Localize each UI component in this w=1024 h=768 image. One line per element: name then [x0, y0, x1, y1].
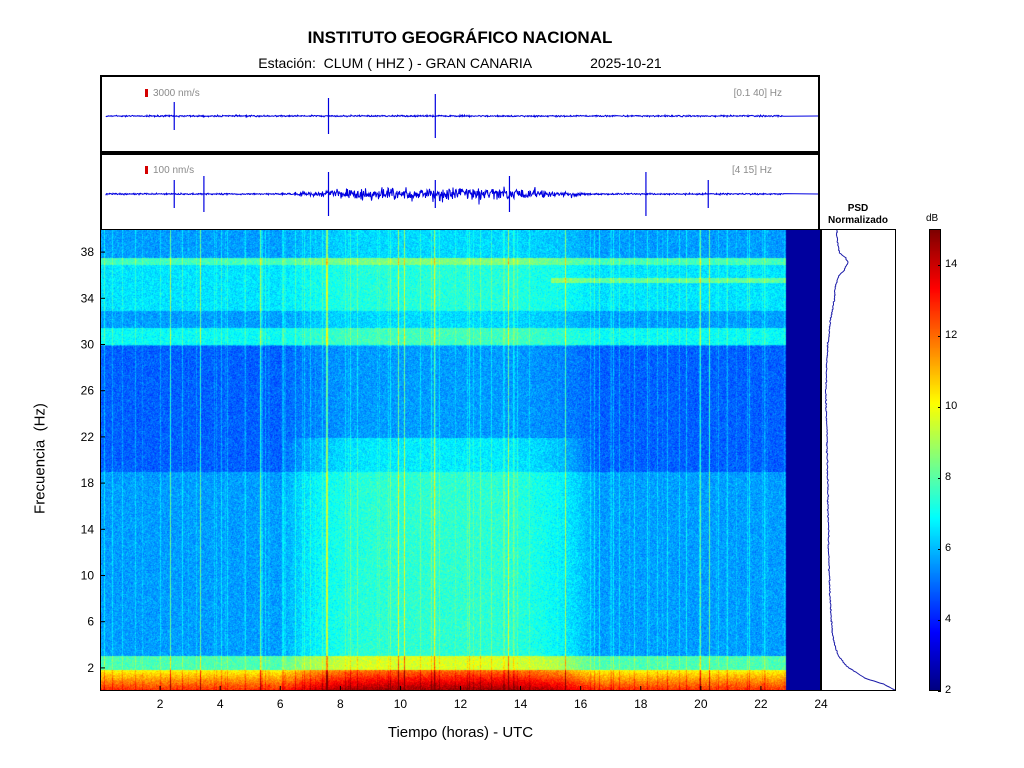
- scale-label: 100 nm/s: [153, 165, 195, 176]
- station-name: CLUM ( HHZ ) - GRAN CANARIA: [323, 55, 533, 71]
- colorbar-tick-mark: [938, 406, 941, 408]
- psd-title-line1: PSD: [847, 203, 869, 214]
- x-tick-label: 16: [574, 697, 588, 711]
- waveform-broadband-plot: [105, 94, 818, 138]
- psd-title-line2: Normalizado: [827, 215, 888, 226]
- y-tick-label: 22: [81, 430, 95, 444]
- colorbar-tick-label: 4: [945, 612, 952, 625]
- psd-panel: [821, 229, 896, 691]
- x-tick-label: 8: [337, 697, 344, 711]
- y-tick-label: 6: [87, 615, 94, 629]
- colorbar-tick-label: 6: [945, 541, 952, 554]
- y-axis-label: Frecuencia (Hz): [31, 403, 49, 514]
- y-tick-label: 26: [81, 384, 95, 398]
- chart-subtitle: Estación: CLUM ( HHZ ) - GRAN CANARIA 202…: [0, 55, 920, 71]
- spectrogram: [100, 229, 821, 691]
- colorbar-tick-label: 10: [945, 399, 958, 412]
- x-tick-label: 24: [814, 697, 828, 711]
- x-tick-label: 6: [277, 697, 284, 711]
- x-tick-label: 22: [754, 697, 768, 711]
- colorbar-gradient: [930, 230, 940, 690]
- x-tick-label: 18: [634, 697, 648, 711]
- colorbar-tick-mark: [938, 477, 941, 479]
- y-tick-label: 10: [81, 569, 95, 583]
- waveform-trace: [105, 113, 818, 119]
- colorbar-tick-label: 12: [945, 328, 958, 341]
- psd-plot: [825, 230, 895, 690]
- y-tick-label: 34: [81, 291, 95, 305]
- x-tick-label: 4: [217, 697, 224, 711]
- colorbar-tick-mark: [938, 335, 941, 337]
- psd-line: [825, 230, 895, 690]
- colorbar-label: dB: [926, 213, 939, 224]
- colorbar-tick-mark: [938, 619, 941, 621]
- scale-mark: [145, 89, 148, 97]
- waveform-filtered-plot: [105, 172, 818, 216]
- psd-title: PSD Normalizado: [815, 203, 901, 227]
- colorbar-tick-mark: [938, 264, 941, 266]
- y-tick-label: 30: [81, 338, 95, 352]
- spectrogram-image: [101, 230, 820, 690]
- waveform-trace: [105, 186, 818, 205]
- x-tick-label: 10: [394, 697, 408, 711]
- scale-label: 3000 nm/s: [153, 88, 200, 99]
- colorbar-tick-label: 2: [945, 684, 952, 696]
- scale-mark: [145, 166, 148, 174]
- x-tick-label: 2: [157, 697, 164, 711]
- station-prefix: Estación:: [258, 55, 316, 71]
- colorbar-tick-label: 14: [945, 257, 958, 270]
- x-tick-label: 20: [694, 697, 708, 711]
- colorbar: [929, 229, 941, 691]
- x-tick-label: 12: [454, 697, 468, 711]
- colorbar-tick-mark: [938, 548, 941, 550]
- date-label: 2025-10-21: [590, 55, 662, 71]
- band-label: [4 15] Hz: [731, 165, 772, 176]
- colorbar-tick-label: 8: [945, 470, 952, 483]
- waveform-panel-filtered: 100 nm/s [4 15] Hz: [100, 153, 820, 231]
- colorbar-tick-mark: [938, 691, 941, 692]
- y-tick-label: 2: [87, 661, 94, 675]
- waveform-panel-broadband: 3000 nm/s [0.1 40] Hz: [100, 75, 820, 153]
- chart-title: INSTITUTO GEOGRÁFICO NACIONAL: [307, 28, 613, 47]
- x-axis-label: Tiempo (horas) - UTC: [387, 724, 534, 741]
- y-tick-label: 38: [81, 245, 95, 259]
- x-tick-label: 14: [514, 697, 528, 711]
- y-tick-label: 14: [81, 522, 95, 536]
- band-label: [0.1 40] Hz: [733, 88, 782, 99]
- y-tick-label: 18: [81, 476, 95, 490]
